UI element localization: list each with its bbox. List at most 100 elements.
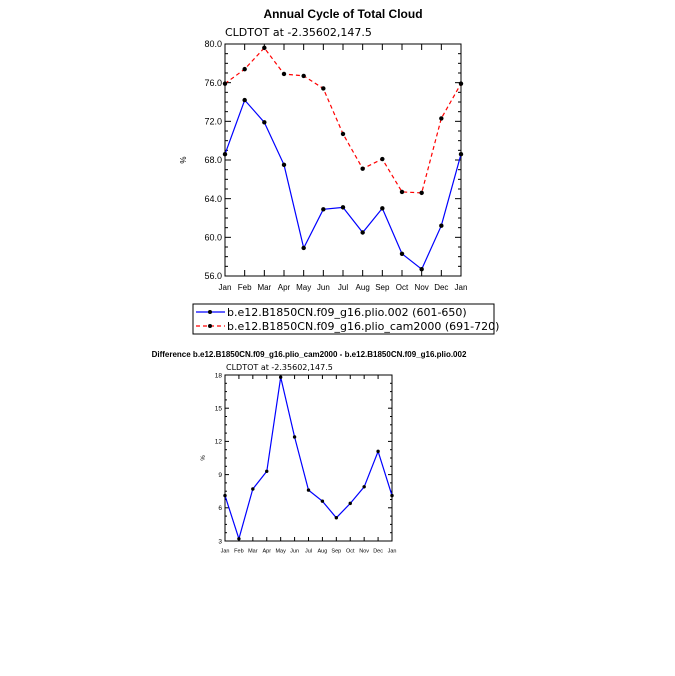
chart2-x-tick-label: Oct [346, 549, 355, 555]
chart2-series-1-line [224, 377, 393, 541]
chart1-series-2-point [419, 190, 424, 196]
chart2-x-ticks: Jan Feb Mar Apr May Jun Jul Aug Sep Oct Nov Dec Jan [221, 375, 397, 555]
chart2-x-tick-label: Jan [388, 549, 397, 555]
chart2-plot-frame [224, 374, 393, 542]
chart2-x-tick-label: Jul [305, 549, 312, 555]
difference-chart: Difference b.e12.B1850CN.f09_g16.plio_ca… [152, 350, 467, 555]
chart1-x-ticks: Jan Feb Mar Apr May Jun Jul Aug Sep Oct Nov Dec Jan [219, 44, 468, 292]
chart1-y-ticks: 56.0 60.0 64.0 68.0 72.0 76.0 80.0 [204, 39, 461, 281]
chart1-plot-frame [224, 43, 462, 277]
chart2-series-1-point [278, 375, 283, 379]
chart1-series-1-point [439, 223, 444, 228]
chart2-y-tick-label: 9 [218, 472, 222, 479]
legend-label-series-2: b.e12.B1850CN.f09_g16.plio_cam2000 (691-… [227, 320, 499, 333]
chart1-series-1-point [242, 97, 247, 103]
chart1-series-1-point [340, 205, 346, 210]
chart1-x-tick-label: Jun [317, 283, 330, 292]
chart1-x-tick-label: Sep [375, 283, 390, 292]
chart2-y-tick-label: 6 [218, 505, 222, 512]
chart1-series-2-point [301, 73, 306, 79]
chart2-series-1-point [334, 516, 339, 520]
chart1-x-tick-label: Dec [434, 283, 448, 292]
chart1-series-1-point [281, 162, 287, 168]
chart2-series [223, 375, 394, 541]
chart1-series-1-point [321, 207, 326, 212]
chart2-x-tick-label: Apr [262, 549, 271, 555]
chart1-y-tick-label: 72.0 [204, 116, 222, 126]
chart2-x-tick-label: Jun [290, 549, 299, 555]
chart1-y-tick-label: 68.0 [204, 155, 222, 165]
chart2-series-1-point [320, 499, 325, 503]
chart1-y-tick-label: 64.0 [204, 194, 222, 204]
chart2-y-tick-label: 3 [218, 538, 222, 545]
chart1-x-tick-label: May [296, 283, 311, 292]
legend-marker-series-1 [208, 310, 212, 314]
legend-marker-series-2 [208, 324, 212, 328]
chart1-x-tick-label: Jul [338, 283, 348, 292]
chart1-title: Annual Cycle of Total Cloud [263, 7, 422, 21]
chart1-series-1-point [419, 267, 424, 272]
chart2-x-tick-label: Mar [248, 549, 258, 555]
chart2-series-1-point [348, 501, 352, 506]
chart2-series-1-point [362, 485, 366, 489]
chart2-series-1-point [251, 487, 255, 491]
chart1-x-tick-label: Oct [396, 283, 409, 292]
chart1-series-1-point [458, 152, 464, 157]
chart1-series-1-point [360, 230, 365, 235]
chart2-x-tick-label: Nov [359, 549, 369, 555]
chart1-series-2-point [458, 81, 464, 86]
chart2-x-tick-label: Dec [373, 549, 383, 555]
chart2-series-1-point [265, 469, 269, 473]
chart2-series-1-point [390, 493, 394, 498]
chart1-y-tick-label: 76.0 [204, 78, 222, 88]
chart1-series-2-point [321, 86, 326, 91]
annual-cycle-chart: Annual Cycle of Total Cloud CLDTOT at -2… [179, 7, 467, 292]
legend-label-series-1: b.e12.B1850CN.f09_g16.plio.002 (601-650) [227, 306, 467, 319]
chart1-y-tick-label: 56.0 [204, 271, 222, 281]
chart1-y-tick-label: 80.0 [204, 39, 222, 49]
chart1-x-tick-label: Jan [219, 283, 232, 292]
chart1-y-axis-label: % [179, 156, 188, 163]
chart2-series-1-point [306, 488, 311, 492]
chart2-x-tick-label: Aug [318, 549, 328, 555]
chart1-x-tick-label: Jan [455, 283, 468, 292]
chart2-x-tick-label: May [275, 549, 286, 555]
chart1-x-tick-label: Mar [257, 283, 271, 292]
chart1-x-tick-label: Aug [356, 283, 370, 292]
chart1-series-1-point [222, 152, 228, 157]
chart1-x-tick-label: Apr [278, 283, 291, 292]
chart1-series-2-line [224, 46, 462, 194]
chart2-y-ticks: 3 6 9 12 15 18 [215, 372, 392, 545]
chart1-series [222, 45, 464, 272]
chart1-series-2-point [242, 66, 247, 72]
chart2-subtitle: CLDTOT at -2.35602,147.5 [226, 363, 333, 372]
chart2-y-axis-label: % [201, 455, 207, 461]
chart2-series-1-point [292, 435, 297, 439]
chart2-series-1-point [223, 493, 227, 498]
chart1-y-tick-label: 60.0 [204, 232, 222, 242]
chart2-y-tick-label: 12 [215, 439, 223, 446]
chart2-x-tick-label: Feb [234, 549, 243, 555]
chart1-series-1-point [262, 120, 267, 125]
chart1-series-1-line [224, 98, 462, 271]
chart1-legend: b.e12.B1850CN.f09_g16.plio.002 (601-650)… [192, 303, 499, 335]
chart1-series-1-point [380, 206, 385, 211]
chart1-series-2-point [262, 45, 267, 51]
chart1-series-2-point [340, 131, 346, 137]
chart2-x-tick-label: Jan [221, 549, 230, 555]
chart2-series-1-point [376, 449, 380, 454]
chart1-series-2-point [380, 156, 385, 162]
chart2-series-1-point [237, 537, 241, 541]
legend-box [192, 303, 495, 335]
chart1-series-2-point [399, 189, 405, 195]
chart1-x-tick-label: Nov [415, 283, 429, 292]
chart1-series-2-point [360, 166, 365, 171]
chart1-series-2-point [281, 71, 287, 77]
chart2-title: Difference b.e12.B1850CN.f09_g16.plio_ca… [152, 350, 467, 359]
chart1-x-tick-label: Feb [238, 283, 252, 292]
chart2-x-tick-label: Sep [331, 549, 341, 555]
chart1-series-2-point [439, 116, 444, 121]
chart2-y-tick-label: 18 [215, 372, 223, 379]
chart1-series-2-point [222, 81, 228, 86]
